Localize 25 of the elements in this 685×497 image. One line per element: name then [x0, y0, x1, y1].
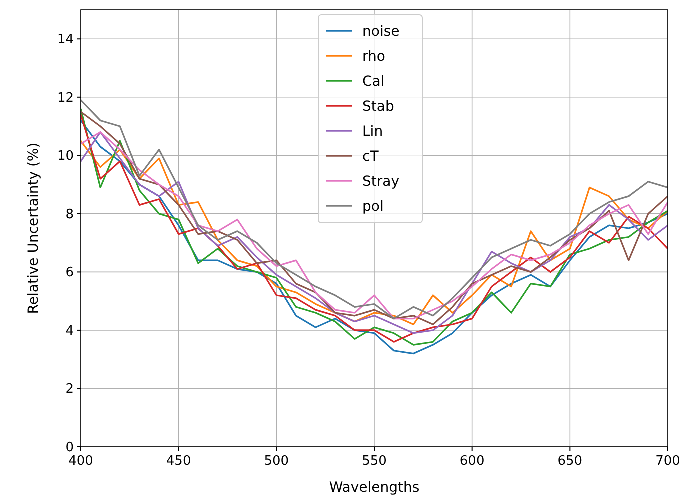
x-tick-label: 550 [362, 454, 387, 469]
y-axis-title: Relative Uncertainty (%) [26, 142, 42, 314]
y-tick-label: 0 [66, 440, 74, 456]
y-tick-label: 14 [57, 32, 74, 48]
y-tick-label: 8 [66, 207, 74, 222]
x-tick-label: 400 [68, 454, 94, 469]
y-tick-label: 10 [57, 149, 74, 164]
x-tick-label: 500 [264, 454, 290, 469]
y-tick-label: 6 [66, 266, 74, 281]
legend-label: Stab [362, 99, 394, 115]
y-tick-label: 4 [66, 324, 74, 339]
x-axis-title: Wavelengths [329, 480, 420, 496]
legend-label: pol [362, 199, 384, 215]
legend-label: rho [362, 49, 386, 65]
x-tick-label: 450 [166, 454, 192, 469]
y-tick-label: 12 [57, 90, 74, 106]
y-tick-label: 2 [66, 382, 74, 398]
x-tick-label: 600 [460, 454, 485, 469]
x-tick-label: 650 [558, 454, 583, 469]
x-tick-label: 700 [656, 454, 680, 469]
legend-label: Stray [362, 174, 400, 190]
legend-label: Cal [362, 74, 385, 90]
legend-label: noise [362, 24, 400, 40]
legend-label: Lin [362, 124, 384, 140]
legend-label: cT [362, 149, 380, 165]
